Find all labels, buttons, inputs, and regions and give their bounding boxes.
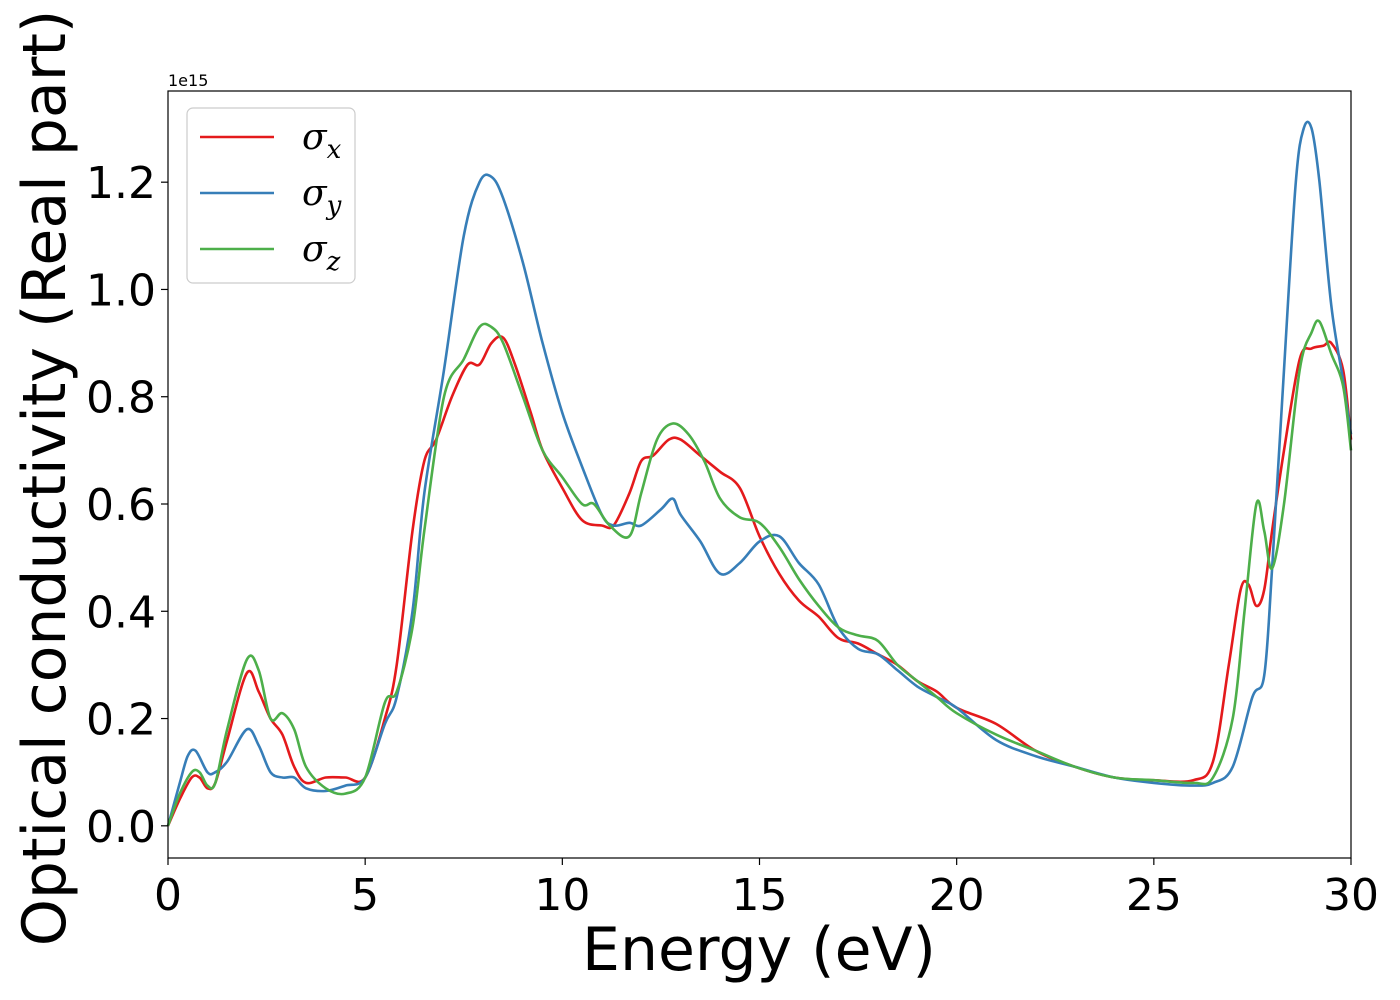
y-axis-ticks: 0.0 0.2 0.4 0.6 0.8 1.0 1.2 (86, 158, 168, 853)
x-axis-label: Energy (eV) (582, 915, 936, 985)
x-tick-label: 10 (534, 870, 590, 921)
legend: σx σy σz (186, 107, 356, 284)
y-tick-label: 0.4 (86, 587, 156, 638)
x-tick-label: 20 (929, 870, 985, 921)
y-tick-label: 0.0 (86, 802, 156, 853)
legend-label-y: σy (302, 173, 342, 221)
y-offset-label: 1e15 (168, 71, 208, 90)
x-tick-label: 0 (154, 870, 182, 921)
y-tick-label: 1.2 (86, 158, 156, 209)
x-tick-label: 30 (1323, 870, 1379, 921)
y-tick-label: 1.0 (86, 265, 156, 316)
y-tick-label: 0.2 (86, 695, 156, 746)
series-line-x (166, 335, 1353, 827)
x-tick-label: 25 (1126, 870, 1182, 921)
y-tick-label: 0.6 (86, 480, 156, 531)
legend-label-x: σx (302, 117, 342, 165)
x-tick-label: 15 (732, 870, 788, 921)
series-lines (166, 120, 1353, 827)
y-tick-label: 0.8 (86, 373, 156, 424)
x-axis-ticks: 0 5 10 15 20 25 30 (154, 858, 1379, 921)
y-axis-label: Optical conductivity (Real part) (10, 10, 80, 947)
x-tick-label: 5 (351, 870, 379, 921)
legend-box (186, 107, 356, 284)
series-line-y (166, 120, 1353, 827)
series-line-z (166, 319, 1353, 827)
legend-label-z: σz (302, 229, 341, 277)
